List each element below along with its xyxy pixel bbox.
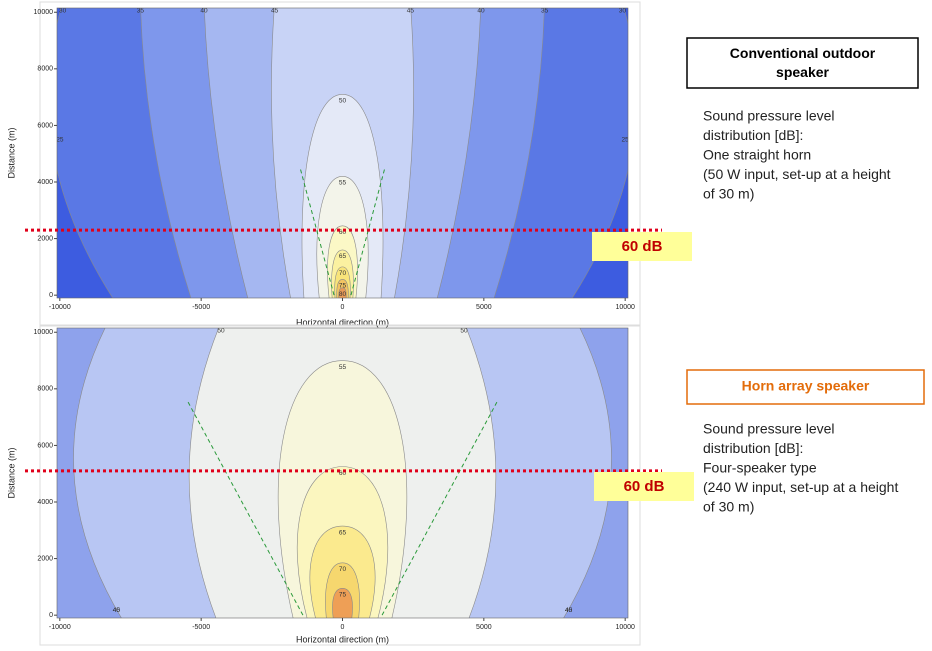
description-line: One straight horn [703, 147, 811, 163]
panel-frame [39, 1, 641, 327]
description-line: (240 W input, set-up at a height [703, 479, 898, 495]
x-tick-label: 5000 [476, 624, 492, 631]
panel-title-line: Conventional outdoor [730, 45, 876, 61]
contour-label: 70 [339, 566, 347, 573]
contour-label: 75 [339, 283, 347, 290]
annotation: 60 dB [624, 478, 665, 495]
y-tick-label: 0 [49, 292, 53, 299]
x-tick-label: 0 [341, 624, 345, 631]
plot-area: 45 45 50 50 55 60 65 70 75 40 40 [57, 328, 628, 618]
contour-label: 55 [339, 364, 347, 371]
x-tick-label: 0 [341, 304, 345, 311]
contour-label: 35 [137, 8, 145, 15]
x-tick-label: 5000 [476, 304, 492, 311]
y-tick-label: 2000 [37, 555, 53, 562]
description-line: distribution [dB]: [703, 127, 803, 143]
contour-label: 25 [56, 136, 64, 143]
beam-edge [381, 399, 499, 616]
description-line: Four-speaker type [703, 460, 817, 476]
description-line: of 30 m) [703, 499, 754, 515]
contour-label: 30 [619, 8, 627, 15]
panel-title: Conventional outdoor speaker [730, 45, 876, 80]
annotation: 60 dB [622, 238, 663, 255]
beam-edge [299, 167, 335, 296]
panel-title: Horn array speaker [742, 378, 870, 394]
contour-label: 45 [565, 607, 573, 614]
contour-label: 40 [565, 607, 573, 614]
description-line: (50 W input, set-up at a height [703, 166, 891, 182]
contour-label: 50 [217, 328, 225, 335]
contour-label: 45 [407, 8, 415, 15]
contour-label: 35 [541, 8, 549, 15]
x-tick-label: -10000 [49, 304, 71, 311]
contour-label: 40 [113, 607, 121, 614]
y-tick-label: 10000 [34, 329, 54, 336]
description-line: Sound pressure level [703, 421, 835, 437]
y-tick-label: 4000 [37, 499, 53, 506]
y-axis-label: Distance (m) [6, 127, 16, 178]
contour-label: 80 [339, 291, 347, 298]
title-box [686, 369, 925, 405]
contour-label: 50 [460, 328, 468, 335]
x-tick-label: 10000 [615, 624, 635, 631]
x-axis-label: Horizontal direction (m) [296, 317, 389, 327]
x-tick-label: -5000 [192, 624, 210, 631]
y-tick-label: 2000 [37, 235, 53, 242]
description-line: distribution [dB]: [703, 440, 803, 456]
contour-label: 40 [200, 8, 208, 15]
annotation-box [594, 472, 694, 501]
contour-label: 65 [339, 529, 347, 536]
y-tick-label: 6000 [37, 442, 53, 449]
contour-label: 45 [113, 607, 121, 614]
y-tick-label: 8000 [37, 386, 53, 393]
beam-edge [186, 399, 304, 616]
x-tick-label: -10000 [49, 624, 71, 631]
y-tick-label: 10000 [34, 9, 54, 16]
y-tick-label: 0 [49, 612, 53, 619]
y-tick-label: 4000 [37, 179, 53, 186]
y-axis-label: Distance (m) [6, 447, 16, 498]
x-tick-label: 10000 [615, 304, 635, 311]
contour-label: 65 [339, 253, 347, 260]
contour-label: 60 [339, 470, 347, 477]
description-line: Sound pressure level [703, 108, 835, 124]
description-line: of 30 m) [703, 186, 754, 202]
y-tick-label: 6000 [37, 122, 53, 129]
annotation-box [592, 232, 692, 261]
contour-fill [332, 587, 353, 618]
x-axis-label: Horizontal direction (m) [296, 634, 389, 644]
contour-label: 60 [339, 229, 347, 236]
panel-title-line: speaker [776, 64, 829, 80]
contour-label: 45 [271, 8, 279, 15]
contour-label: 40 [477, 8, 485, 15]
contour-label: 70 [339, 270, 347, 277]
contour-label: 75 [339, 592, 347, 599]
contour-label: 55 [339, 180, 347, 187]
contour-fill [338, 287, 347, 298]
title-box [686, 37, 919, 89]
contour-label: 50 [339, 98, 347, 105]
y-tick-label: 8000 [37, 66, 53, 73]
contour-label: 25 [622, 136, 630, 143]
x-tick-label: -5000 [192, 304, 210, 311]
contour-label: 30 [59, 8, 67, 15]
